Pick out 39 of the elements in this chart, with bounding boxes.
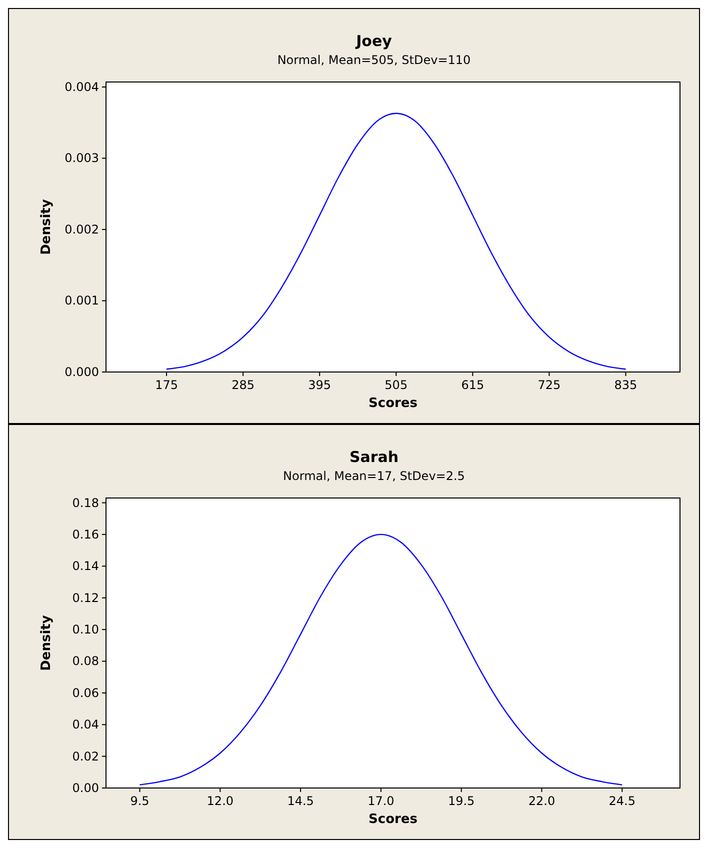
y-tick-label: 0.02 [72,749,99,764]
x-tick-label: 285 [232,378,255,392]
y-tick-label: 0.16 [72,527,99,542]
line-series [139,534,623,786]
y-tick-label: 0.001 [64,294,99,308]
y-tick-label: 0.003 [64,151,99,166]
chart-title: Sarah [349,448,399,466]
chart-subtitle: Normal, Mean=505, StDev=110 [277,53,471,67]
x-tick-label: 22.0 [528,794,556,808]
y-tick-label: 0.12 [72,590,99,605]
x-tick-label: 615 [461,378,484,392]
chart-title: Joey [355,32,392,50]
y-tick-label: 0.00 [72,781,99,795]
y-tick-label: 0.06 [72,686,99,700]
x-tick-label: 19.5 [448,794,475,808]
x-tick-label: 9.5 [130,794,150,808]
x-tick-label: 14.5 [287,794,314,808]
y-tick-label: 0.18 [72,496,99,510]
x-tick-label: 17.0 [368,794,394,808]
x-tick-label: 175 [155,378,178,392]
y-tick-label: 0.08 [72,654,99,668]
y-tick-label: 0.04 [72,718,99,732]
x-tick-label: 395 [308,378,332,392]
line-series [166,112,626,370]
y-axis-title: Density [39,614,54,671]
y-axis-title: Density [39,198,54,255]
x-tick-label: 505 [384,378,408,392]
y-tick-label: 0.14 [72,559,99,574]
y-tick-label: 0.002 [64,222,99,236]
x-tick-label: 835 [614,378,638,392]
x-tick-label: 24.5 [608,794,636,808]
x-axis-title: Scores [368,396,418,411]
chart-subtitle: Normal, Mean=17, StDev=2.5 [283,469,465,483]
y-tick-label: 0.004 [64,80,99,94]
y-tick-label: 0.000 [64,365,99,379]
y-tick-label: 0.10 [72,622,99,637]
x-tick-label: 12.0 [206,794,234,808]
x-tick-label: 725 [538,378,561,392]
x-axis-title: Scores [368,812,418,827]
